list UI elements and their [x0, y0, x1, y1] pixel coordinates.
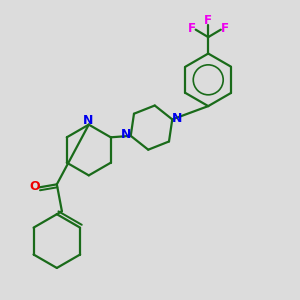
- Text: O: O: [29, 180, 40, 193]
- Text: F: F: [188, 22, 196, 35]
- Text: F: F: [204, 14, 212, 27]
- Text: N: N: [172, 112, 182, 125]
- Text: F: F: [221, 22, 229, 35]
- Text: N: N: [83, 114, 93, 127]
- Text: N: N: [121, 128, 131, 141]
